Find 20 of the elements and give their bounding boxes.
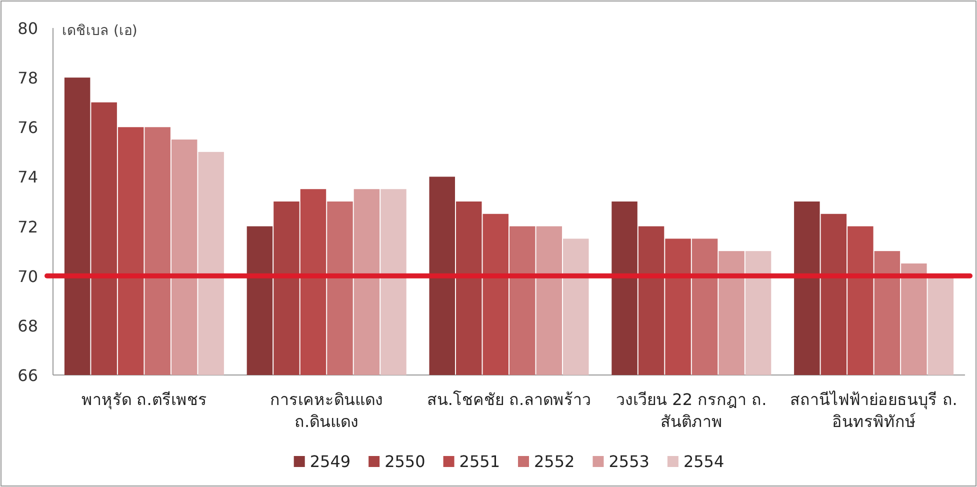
- y-tick-label: 72: [18, 217, 38, 236]
- x-tick-label: การเคหะดินแดง ถ.ดินแดง: [270, 390, 384, 431]
- legend-label: 2553: [608, 452, 650, 471]
- x-tick-label: สถานีไฟฟ้าย่อยธนบุรี ถ. อินทรพิทักษ์: [790, 390, 958, 431]
- y-tick-label: 68: [18, 316, 38, 336]
- legend-label: 2554: [683, 452, 724, 471]
- y-tick-label: 78: [18, 68, 38, 88]
- x-tick-label: วงเวียน 22 กรกฎา ถ. สันติภาพ: [616, 390, 767, 431]
- y-tick-label: 66: [18, 366, 38, 385]
- y-tick-label: 70: [18, 266, 38, 286]
- x-tick-label: สน.โชคชัย ถ.ลาดพร้าว: [426, 390, 592, 409]
- legend-label: 2550: [384, 452, 426, 471]
- y-tick-label: 80: [18, 19, 38, 38]
- y-tick-label: 74: [18, 168, 38, 187]
- legend-label: 2549: [310, 452, 351, 471]
- y-tick-label: 76: [18, 118, 38, 138]
- legend-label: 2552: [534, 452, 575, 471]
- legend-label: 2551: [459, 452, 500, 471]
- y-axis-title: เดชิเบล (เอ): [62, 23, 138, 39]
- x-tick-label: พาหุรัด ถ.ตรีเพชร: [82, 390, 207, 410]
